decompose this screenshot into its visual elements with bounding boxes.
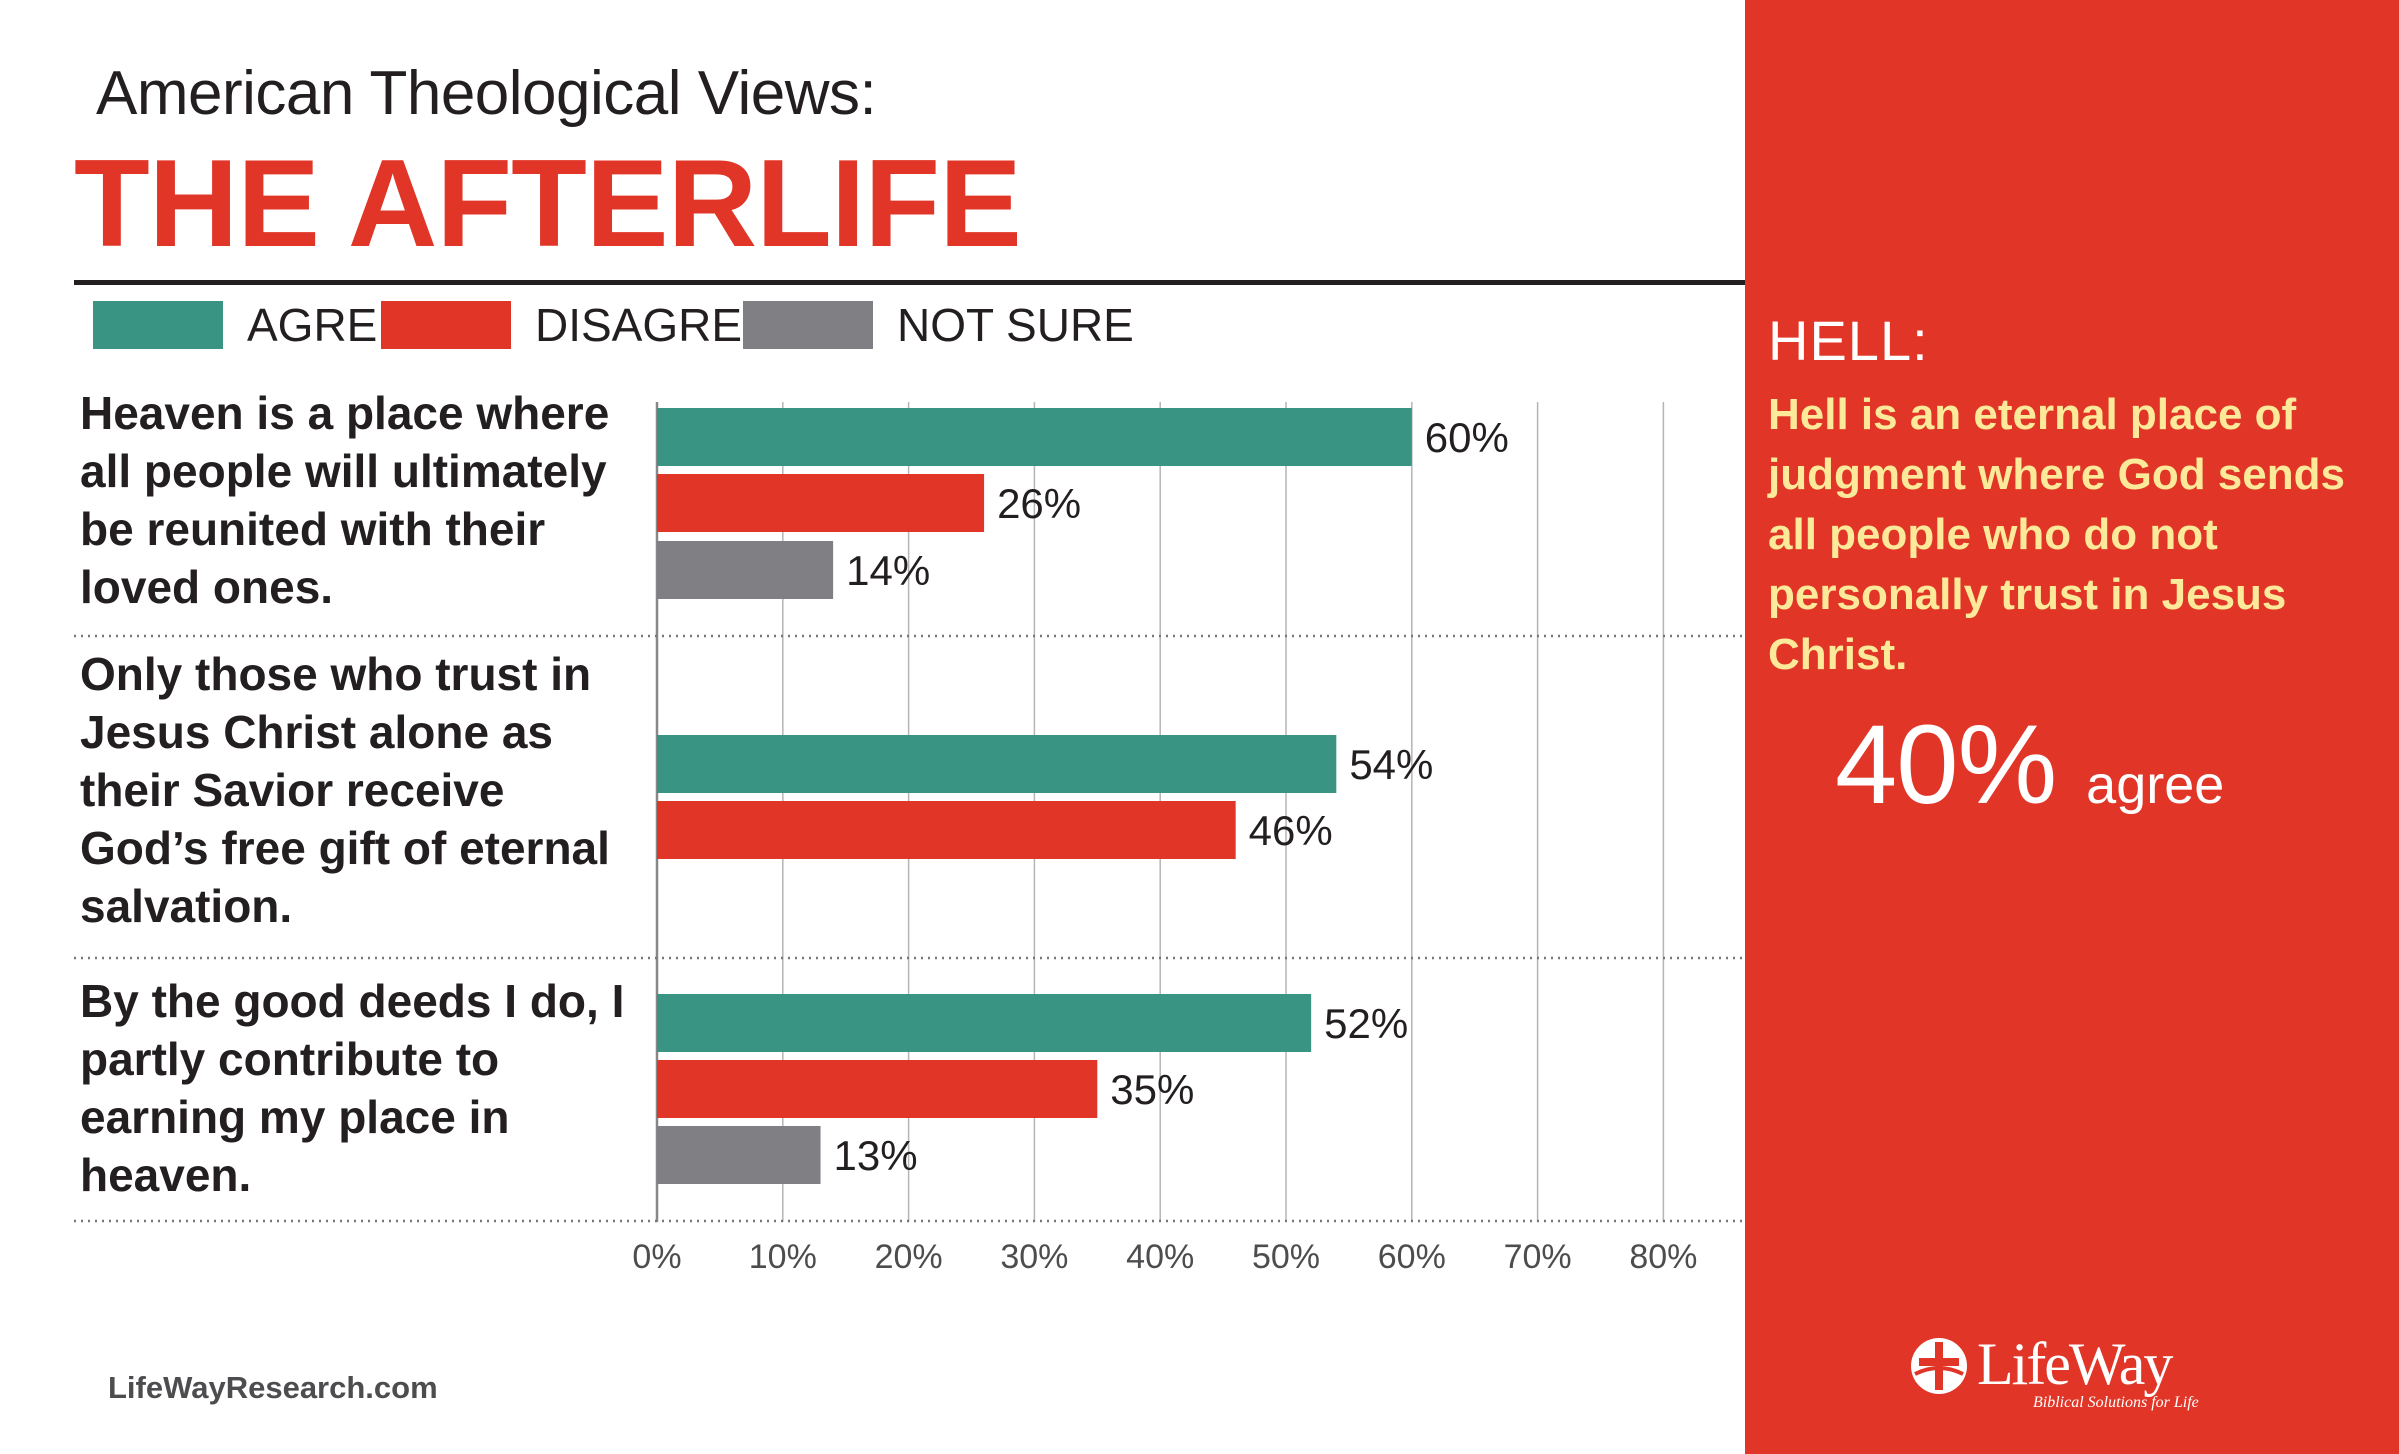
- tick-label-50: 50%: [1252, 1238, 1320, 1276]
- tick-label-10: 10%: [749, 1238, 817, 1276]
- legend-label-disagree: DISAGREE: [535, 299, 773, 351]
- lifeway-logo: LifeWay Biblical Solutions for Life: [1907, 1324, 2207, 1414]
- tick-label-40: 40%: [1126, 1238, 1194, 1276]
- logo-tagline: Biblical Solutions for Life: [2033, 1394, 2199, 1411]
- question-label-2: Only those who trust in Jesus Christ alo…: [80, 648, 610, 932]
- legend-label-not-sure: NOT SURE: [897, 299, 1134, 351]
- question-label-3: By the good deeds I do, I partly contrib…: [80, 975, 625, 1201]
- data-label-agree-q2: 54%: [1349, 741, 1433, 788]
- lifeway-cross-icon: [1911, 1338, 1967, 1394]
- data-label-not-sure-q3: 13%: [834, 1132, 918, 1179]
- hell-stat: 40% agree: [1835, 700, 2224, 829]
- legend-swatch-not-sure: [743, 301, 873, 349]
- data-label-agree-q3: 52%: [1324, 1000, 1408, 1047]
- bar-not-sure-q3: [657, 1126, 821, 1184]
- logo-wordmark: LifeWay: [1977, 1331, 2173, 1397]
- legend-item-disagree: DISAGREE: [381, 300, 773, 350]
- main-area: American Theological Views: THE AFTERLIF…: [74, 59, 1745, 1405]
- bar-disagree-q3: [657, 1060, 1098, 1118]
- legend-item-not-sure: NOT SURE: [743, 300, 1134, 350]
- data-label-disagree-q3: 35%: [1110, 1066, 1194, 1113]
- bar-not-sure-q1: [657, 541, 834, 599]
- data-label-agree-q1: 60%: [1425, 414, 1509, 461]
- tick-label-80: 80%: [1629, 1238, 1697, 1276]
- bar-agree-q3: [657, 994, 1312, 1052]
- bar-agree-q2: [657, 735, 1337, 793]
- tick-label-0: 0%: [632, 1238, 681, 1276]
- tick-label-70: 70%: [1504, 1238, 1572, 1276]
- data-label-not-sure-q1: 14%: [846, 547, 930, 594]
- bar-chart: 60% 26% 14% 54% 46% 52% 35% 13% 0% 10% 20% 30% 40% 50…: [74, 402, 1745, 1276]
- title-divider: [74, 280, 1745, 285]
- data-label-disagree-q2: 46%: [1249, 807, 1333, 854]
- data-label-disagree-q1: 26%: [997, 480, 1081, 527]
- tick-label-60: 60%: [1378, 1238, 1446, 1276]
- bar-agree-q1: [657, 408, 1412, 466]
- hell-title: HELL:: [1768, 309, 1929, 372]
- source-credit: LifeWayResearch.com: [108, 1370, 438, 1405]
- question-label-1: Heaven is a place where all people will …: [80, 387, 610, 613]
- legend-swatch-agree: [93, 301, 223, 349]
- hell-panel: HELL: Hell is an eternal place of judgme…: [1745, 0, 2399, 1454]
- legend-swatch-disagree: [381, 301, 511, 349]
- tick-label-30: 30%: [1000, 1238, 1068, 1276]
- tick-label-20: 20%: [875, 1238, 943, 1276]
- hell-statement: Hell is an eternal place of judgment whe…: [1768, 390, 2345, 679]
- hell-agree-value: 40%: [1835, 702, 2057, 827]
- hell-agree-label: agree: [2086, 755, 2225, 815]
- page-subtitle: American Theological Views:: [96, 59, 877, 128]
- page-title: THE AFTERLIFE: [74, 135, 1022, 273]
- bar-disagree-q1: [657, 474, 985, 532]
- bar-disagree-q2: [657, 801, 1236, 859]
